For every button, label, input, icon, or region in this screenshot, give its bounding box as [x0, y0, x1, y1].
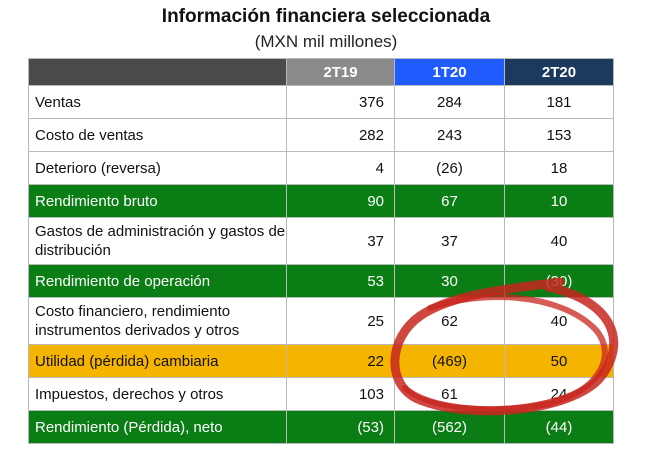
- table-row: Deterioro (reversa) 4 (26) 18: [28, 151, 614, 185]
- row-label: Rendimiento (Pérdida), neto: [28, 410, 287, 444]
- table-body: Ventas 376 284 181 Costo de ventas 282 2…: [28, 85, 614, 444]
- cell-2T19: 4: [286, 151, 395, 185]
- column-header-1T20: 1T20: [394, 58, 505, 86]
- page-title: Información financiera seleccionada: [161, 6, 491, 27]
- cell-2T19: 376: [286, 85, 395, 119]
- row-label: Impuestos, derechos y otros: [28, 377, 287, 411]
- cell-1T20: 37: [394, 217, 505, 265]
- table-row: Rendimiento de operación 53 30 (30): [28, 264, 614, 298]
- cell-2T20: 50: [504, 344, 614, 378]
- financial-table: 2T19 1T20 2T20 Ventas 376 284 181 Costo …: [28, 58, 614, 444]
- cell-1T20: 61: [394, 377, 505, 411]
- row-label: Deterioro (reversa): [28, 151, 287, 185]
- table-row: Costo de ventas 282 243 153: [28, 118, 614, 152]
- row-label: Utilidad (pérdida) cambiaria: [28, 344, 287, 378]
- cell-1T20: (562): [394, 410, 505, 444]
- table-header-row: 2T19 1T20 2T20: [28, 58, 614, 86]
- cell-1T20: 62: [394, 297, 505, 345]
- cell-2T20: (44): [504, 410, 614, 444]
- cell-2T19: 90: [286, 184, 395, 218]
- row-label: Costo de ventas: [28, 118, 287, 152]
- cell-2T19: 22: [286, 344, 395, 378]
- cell-2T20: 181: [504, 85, 614, 119]
- cell-2T20: (30): [504, 264, 614, 298]
- cell-2T20: 18: [504, 151, 614, 185]
- cell-2T19: 25: [286, 297, 395, 345]
- cell-1T20: 243: [394, 118, 505, 152]
- cell-1T20: (26): [394, 151, 505, 185]
- cell-1T20: 67: [394, 184, 505, 218]
- cell-2T19: (53): [286, 410, 395, 444]
- row-label: Rendimiento bruto: [28, 184, 287, 218]
- column-header-2T20: 2T20: [504, 58, 614, 86]
- cell-2T20: 153: [504, 118, 614, 152]
- cell-1T20: 284: [394, 85, 505, 119]
- row-label: Ventas: [28, 85, 287, 119]
- cell-2T20: 40: [504, 297, 614, 345]
- cell-2T19: 282: [286, 118, 395, 152]
- header-blank-cell: [28, 58, 287, 86]
- table-row: Rendimiento bruto 90 67 10: [28, 184, 614, 218]
- row-label: Rendimiento de operación: [28, 264, 287, 298]
- table-row: Costo financiero, rendimiento instrument…: [28, 297, 614, 345]
- table-row: Rendimiento (Pérdida), neto (53) (562) (…: [28, 410, 614, 444]
- cell-2T19: 103: [286, 377, 395, 411]
- cell-2T20: 24: [504, 377, 614, 411]
- table-row: Gastos de administración y gastos de dis…: [28, 217, 614, 265]
- cell-1T20: (469): [394, 344, 505, 378]
- row-label: Gastos de administración y gastos de dis…: [28, 217, 287, 265]
- table-row: Utilidad (pérdida) cambiaria 22 (469) 50: [28, 344, 614, 378]
- cell-2T19: 37: [286, 217, 395, 265]
- table-row: Ventas 376 284 181: [28, 85, 614, 119]
- cell-2T19: 53: [286, 264, 395, 298]
- cell-2T20: 40: [504, 217, 614, 265]
- cell-1T20: 30: [394, 264, 505, 298]
- column-header-2T19: 2T19: [286, 58, 395, 86]
- row-label: Costo financiero, rendimiento instrument…: [28, 297, 287, 345]
- page-subtitle: (MXN mil millones): [254, 32, 398, 51]
- cell-2T20: 10: [504, 184, 614, 218]
- table-row: Impuestos, derechos y otros 103 61 24: [28, 377, 614, 411]
